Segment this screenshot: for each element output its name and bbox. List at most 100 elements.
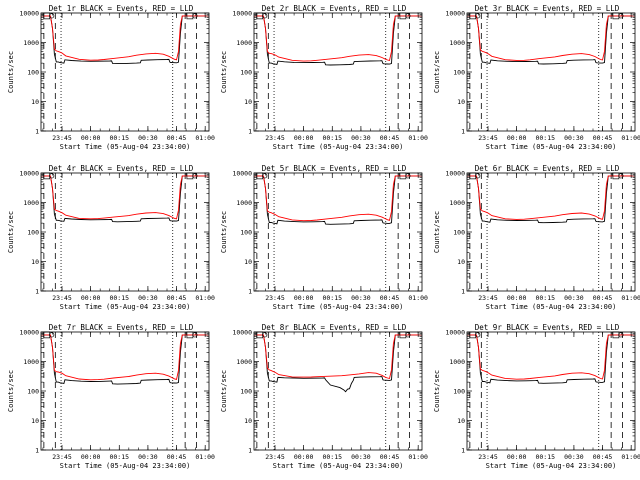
y-tick-label: 10 — [457, 98, 465, 106]
x-tick-label: 00:15 — [109, 134, 129, 142]
y-axis-label: Counts/sec — [433, 211, 441, 253]
y-tick-label: 10000 — [445, 328, 465, 336]
x-axis-label: Start Time (05-Aug-04 23:34:00) — [486, 143, 617, 151]
x-tick-label: 00:15 — [535, 453, 555, 461]
series-line-lld — [467, 175, 635, 220]
x-tick-label: 00:45 — [380, 134, 400, 142]
y-tick-label: 1000 — [23, 39, 39, 47]
y-axis-label: Counts/sec — [220, 370, 228, 412]
plot-frame — [253, 172, 423, 292]
plot-frame — [253, 12, 423, 132]
y-tick-label: 100 — [27, 228, 39, 236]
x-tick-label: 23:45 — [52, 453, 72, 461]
x-tick-label: 01:00 — [621, 453, 640, 461]
series-line-lld — [254, 334, 422, 380]
x-tick-label: 00:45 — [167, 134, 187, 142]
segment-circle-marker-start — [262, 332, 268, 338]
segment-circle-marker-start — [49, 13, 55, 19]
y-tick-label: 100 — [453, 387, 465, 395]
y-axis-label: Counts/sec — [7, 51, 15, 93]
x-tick-label: 00:30 — [564, 134, 584, 142]
x-tick-label: 00:15 — [109, 453, 129, 461]
y-tick-label: 100 — [240, 68, 252, 76]
chart-title: Det 8r BLACK = Events, RED = LLD — [262, 323, 407, 332]
chart-panel: Det 7r BLACK = Events, RED = LLD 1 10 100 10… — [7, 323, 215, 470]
x-tick-label: 00:00 — [507, 453, 527, 461]
x-tick-label: 00:00 — [81, 453, 101, 461]
chart-title: Det 6r BLACK = Events, RED = LLD — [475, 164, 620, 173]
x-tick-label: 00:30 — [138, 294, 158, 302]
series-line-events — [254, 175, 422, 225]
series-line-events — [467, 334, 635, 384]
x-tick-label: 01:00 — [621, 294, 640, 302]
y-tick-label: 100 — [27, 387, 39, 395]
x-tick-label: 01:00 — [195, 453, 215, 461]
y-tick-label: 10000 — [232, 9, 252, 17]
x-tick-label: 01:00 — [195, 294, 215, 302]
y-tick-label: 100 — [27, 68, 39, 76]
segment-circle-marker-end — [405, 173, 411, 179]
y-axis-label: Counts/sec — [220, 51, 228, 93]
plot-frame — [466, 172, 636, 292]
x-tick-label: 00:45 — [380, 453, 400, 461]
y-tick-label: 10 — [244, 417, 252, 425]
series-line-lld — [467, 15, 635, 61]
y-tick-label: 1000 — [449, 39, 465, 47]
x-tick-label: 00:15 — [535, 134, 555, 142]
series-line-events — [467, 15, 635, 65]
y-tick-label: 10 — [31, 258, 39, 266]
chart-panel: Det 1r BLACK = Events, RED = LLD 1 10 100 10… — [7, 4, 215, 151]
y-tick-label: 1 — [248, 446, 252, 454]
plot-frame — [466, 12, 636, 132]
y-tick-label: 10 — [244, 98, 252, 106]
x-tick-label: 00:00 — [294, 453, 314, 461]
series-line-lld — [254, 15, 422, 62]
chart-title: Det 7r BLACK = Events, RED = LLD — [49, 323, 194, 332]
y-tick-label: 1000 — [449, 199, 465, 207]
x-tick-label: 00:15 — [322, 134, 342, 142]
y-tick-label: 10 — [31, 98, 39, 106]
plot-frame — [253, 331, 423, 451]
x-tick-label: 00:30 — [351, 134, 371, 142]
chart-panel: Det 8r BLACK = Events, RED = LLD 1 10 100 10… — [220, 323, 428, 470]
series-line-events — [254, 334, 422, 393]
chart-title: Det 5r BLACK = Events, RED = LLD — [262, 164, 407, 173]
y-axis-label: Counts/sec — [220, 211, 228, 253]
x-axis-label: Start Time (05-Aug-04 23:34:00) — [273, 462, 404, 470]
y-tick-label: 1000 — [236, 39, 252, 47]
y-axis-label: Counts/sec — [433, 370, 441, 412]
x-tick-label: 00:15 — [109, 294, 129, 302]
y-tick-label: 10000 — [445, 9, 465, 17]
chart-title: Det 4r BLACK = Events, RED = LLD — [49, 164, 194, 173]
x-tick-label: 00:15 — [322, 294, 342, 302]
x-tick-label: 00:00 — [294, 294, 314, 302]
x-tick-label: 00:00 — [294, 134, 314, 142]
chart-title: Det 2r BLACK = Events, RED = LLD — [262, 4, 407, 13]
y-tick-label: 1000 — [23, 199, 39, 207]
plot-frame — [40, 12, 210, 132]
segment-circle-marker-end — [618, 13, 624, 19]
series-line-lld — [41, 334, 209, 381]
chart-title: Det 1r BLACK = Events, RED = LLD — [49, 4, 194, 13]
segment-circle-marker-end — [192, 173, 198, 179]
segment-circle-marker-end — [405, 332, 411, 338]
plot-frame — [40, 172, 210, 292]
x-tick-label: 23:45 — [478, 453, 498, 461]
segment-circle-marker-start — [262, 173, 268, 179]
y-tick-label: 10000 — [19, 169, 39, 177]
y-tick-label: 10000 — [19, 9, 39, 17]
y-tick-label: 1000 — [236, 358, 252, 366]
x-tick-label: 00:45 — [593, 294, 613, 302]
y-tick-label: 1 — [35, 287, 39, 295]
x-tick-label: 23:45 — [52, 294, 72, 302]
y-tick-label: 1000 — [23, 358, 39, 366]
x-tick-label: 00:15 — [535, 294, 555, 302]
plot-frame — [466, 331, 636, 451]
y-tick-label: 1 — [35, 127, 39, 135]
chart-panel: Det 5r BLACK = Events, RED = LLD 1 10 100 10… — [220, 164, 428, 311]
y-tick-label: 10 — [244, 258, 252, 266]
series-line-events — [467, 175, 635, 224]
chart-panel: Det 2r BLACK = Events, RED = LLD 1 10 100 10… — [220, 4, 428, 151]
x-tick-label: 00:30 — [351, 453, 371, 461]
series-line-lld — [467, 334, 635, 380]
